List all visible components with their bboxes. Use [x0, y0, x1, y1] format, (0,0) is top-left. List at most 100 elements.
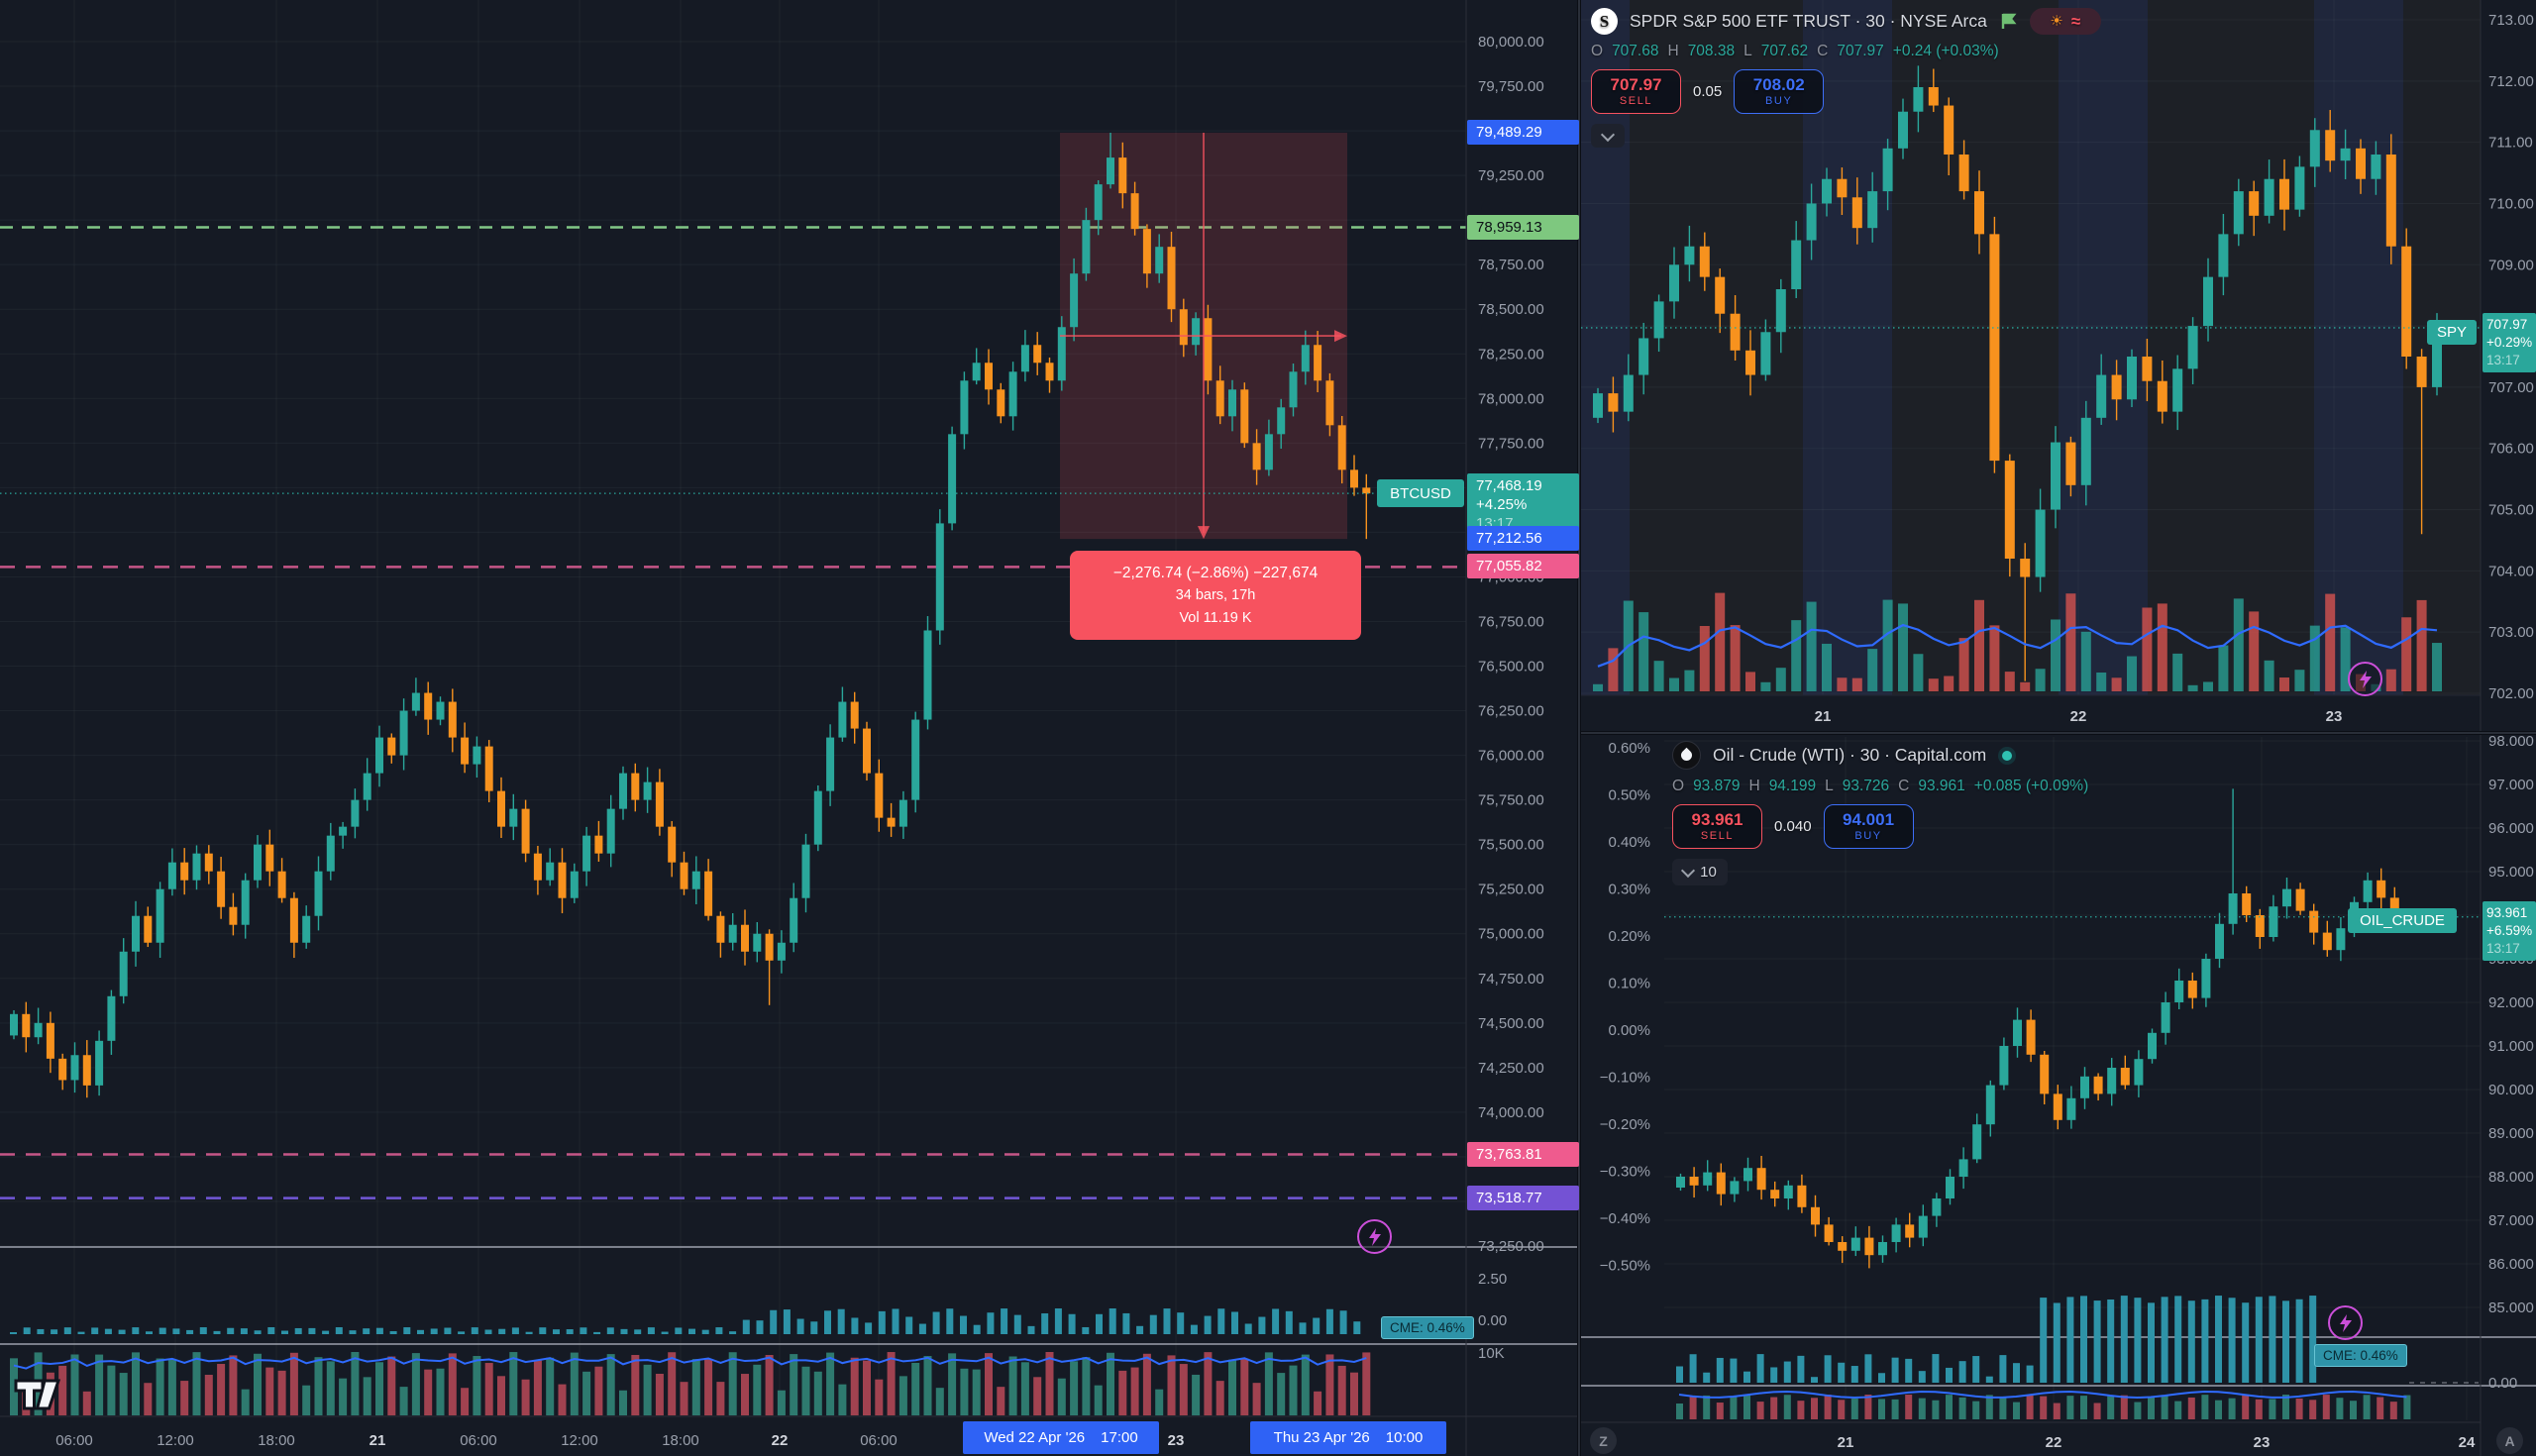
svg-text:−0.20%: −0.20% — [1600, 1116, 1650, 1133]
svg-text:87.000: 87.000 — [2488, 1212, 2534, 1229]
droplet-icon — [1678, 747, 1695, 764]
spy-expand-button[interactable] — [1591, 124, 1625, 148]
auto-scale-button[interactable]: A — [2496, 1427, 2523, 1454]
svg-text:−0.10%: −0.10% — [1600, 1070, 1650, 1087]
measure-start-clock: 17:00 — [1101, 1429, 1138, 1446]
oil-price-axis[interactable] — [2482, 737, 2536, 1420]
oil-buy-button[interactable]: 94.001 BUY — [1823, 804, 1914, 849]
measure-tooltip[interactable]: −2,276.74 (−2.86%) −227,674 34 bars, 17h… — [1070, 551, 1361, 641]
svg-text:98.000: 98.000 — [2488, 733, 2534, 750]
svg-text:704.00: 704.00 — [2488, 563, 2534, 579]
svg-text:702.00: 702.00 — [2488, 685, 2534, 702]
spy-title[interactable]: SPDR S&P 500 ETF TRUST · 30 · NYSE Arca — [1630, 11, 1987, 31]
flag-icon[interactable] — [1999, 12, 2018, 31]
svg-text:−0.30%: −0.30% — [1600, 1164, 1650, 1181]
svg-text:712.00: 712.00 — [2488, 73, 2534, 90]
btc-time-axis[interactable] — [0, 1416, 1466, 1456]
svg-text:78,250.00: 78,250.00 — [1478, 346, 1544, 363]
oil-depth-dropdown[interactable]: 10 — [1672, 859, 1728, 885]
measure-price-change: −2,276.74 (−2.86%) −227,674 — [1112, 565, 1319, 581]
right-time-axis[interactable] — [1581, 1422, 2481, 1456]
svg-text:710.00: 710.00 — [2488, 195, 2534, 212]
svg-text:709.00: 709.00 — [2488, 257, 2534, 273]
svg-text:23: 23 — [2254, 1434, 2271, 1451]
svg-text:22: 22 — [2046, 1434, 2062, 1451]
spy-instant-trade-button[interactable] — [2348, 662, 2382, 696]
svg-text:75,500.00: 75,500.00 — [1478, 837, 1544, 854]
measure-start-time-label: Wed 22 Apr '26 17:00 — [963, 1421, 1159, 1454]
oil-ohlc: O 93.879 H 94.199 L 93.726 C 93.961 +0.085 (… — [1672, 778, 2089, 794]
btc-last-price-label: 77,468.19 +4.25% 13:17 — [1467, 473, 1579, 533]
session-status-pill[interactable]: ☀ ≈ — [2029, 8, 2101, 35]
svg-text:06:00: 06:00 — [860, 1432, 898, 1449]
spy-buy-button[interactable]: 708.02 BUY — [1734, 69, 1825, 114]
svg-text:77,750.00: 77,750.00 — [1478, 435, 1544, 452]
svg-text:22: 22 — [2070, 708, 2087, 725]
svg-text:95.000: 95.000 — [2488, 864, 2534, 881]
svg-text:10K: 10K — [1478, 1345, 1505, 1362]
spy-spread: 0.05 — [1693, 83, 1723, 100]
svg-text:0.00%: 0.00% — [1608, 1022, 1650, 1039]
svg-text:75,250.00: 75,250.00 — [1478, 882, 1544, 898]
oil-instant-trade-button[interactable] — [2328, 1305, 2363, 1340]
spy-ohlc: O 707.68 H 708.38 L 707.62 C 707.97 +0.24 (+… — [1591, 43, 1999, 59]
svg-text:711.00: 711.00 — [2488, 135, 2533, 152]
timezone-button[interactable]: Z — [1590, 1427, 1617, 1454]
svg-text:91.000: 91.000 — [2488, 1038, 2534, 1055]
spy-logo: S — [1591, 8, 1618, 35]
svg-text:97.000: 97.000 — [2488, 777, 2534, 793]
svg-text:80,000.00: 80,000.00 — [1478, 34, 1544, 51]
svg-text:06:00: 06:00 — [460, 1432, 497, 1449]
measure-start-date: Wed 22 Apr '26 — [984, 1429, 1086, 1446]
svg-text:76,750.00: 76,750.00 — [1478, 613, 1544, 630]
spy-sell-button[interactable]: 707.97 SELL — [1591, 69, 1681, 114]
svg-text:76,250.00: 76,250.00 — [1478, 703, 1544, 720]
svg-text:76,000.00: 76,000.00 — [1478, 748, 1544, 765]
svg-text:12:00: 12:00 — [561, 1432, 598, 1449]
svg-text:24: 24 — [2459, 1434, 2476, 1451]
svg-text:78,000.00: 78,000.00 — [1478, 390, 1544, 407]
oil-title[interactable]: Oil - Crude (WTI) · 30 · Capital.com — [1713, 745, 1987, 765]
svg-text:18:00: 18:00 — [662, 1432, 699, 1449]
svg-text:23: 23 — [2326, 708, 2343, 725]
oil-spread: 0.040 — [1774, 818, 1812, 835]
svg-text:06:00: 06:00 — [55, 1432, 93, 1449]
svg-text:705.00: 705.00 — [2488, 502, 2534, 519]
svg-text:0.00: 0.00 — [2488, 1375, 2517, 1392]
svg-text:96.000: 96.000 — [2488, 820, 2534, 837]
svg-text:78,750.00: 78,750.00 — [1478, 257, 1544, 273]
svg-text:74,750.00: 74,750.00 — [1478, 971, 1544, 988]
svg-text:18:00: 18:00 — [258, 1432, 295, 1449]
oil-cme-badge: CME: 0.46% — [2314, 1344, 2407, 1367]
btc-pink-level-low-label: 73,763.81 — [1467, 1142, 1579, 1167]
svg-text:21: 21 — [370, 1432, 386, 1449]
svg-text:2.50: 2.50 — [1478, 1271, 1507, 1288]
svg-text:74,250.00: 74,250.00 — [1478, 1060, 1544, 1077]
svg-text:707.00: 707.00 — [2488, 379, 2534, 396]
svg-text:0.60%: 0.60% — [1608, 740, 1650, 757]
svg-text:23: 23 — [1168, 1432, 1185, 1449]
tradingview-logo[interactable] — [14, 1373, 61, 1417]
svg-text:79,750.00: 79,750.00 — [1478, 78, 1544, 95]
oil-sell-button[interactable]: 93.961 SELL — [1672, 804, 1762, 849]
spy-header: S SPDR S&P 500 ETF TRUST · 30 · NYSE Arc… — [1591, 8, 2101, 148]
svg-text:90.000: 90.000 — [2488, 1082, 2534, 1098]
svg-text:75,750.00: 75,750.00 — [1478, 792, 1544, 809]
svg-text:88.000: 88.000 — [2488, 1169, 2534, 1186]
btc-range-high-label: 79,489.29 — [1467, 120, 1579, 145]
svg-text:74,500.00: 74,500.00 — [1478, 1015, 1544, 1032]
oil-percent-axis[interactable] — [1585, 737, 1662, 1420]
btc-instant-trade-button[interactable] — [1357, 1219, 1392, 1254]
spy-symbol-tag: SPY — [2427, 320, 2477, 345]
chevron-down-icon — [1681, 863, 1696, 879]
btc-range-low-label: 77,212.56 — [1467, 526, 1579, 551]
svg-text:92.000: 92.000 — [2488, 994, 2534, 1011]
svg-text:0.40%: 0.40% — [1608, 834, 1650, 851]
btc-purple-level-label: 73,518.77 — [1467, 1186, 1579, 1210]
svg-text:21: 21 — [1838, 1434, 1854, 1451]
btc-pink-level-high-label: 77,055.82 — [1467, 554, 1579, 578]
btc-last-price: 77,468.19 — [1476, 477, 1542, 494]
svg-text:75,000.00: 75,000.00 — [1478, 926, 1544, 943]
svg-text:713.00: 713.00 — [2488, 12, 2534, 29]
svg-text:76,500.00: 76,500.00 — [1478, 659, 1544, 676]
